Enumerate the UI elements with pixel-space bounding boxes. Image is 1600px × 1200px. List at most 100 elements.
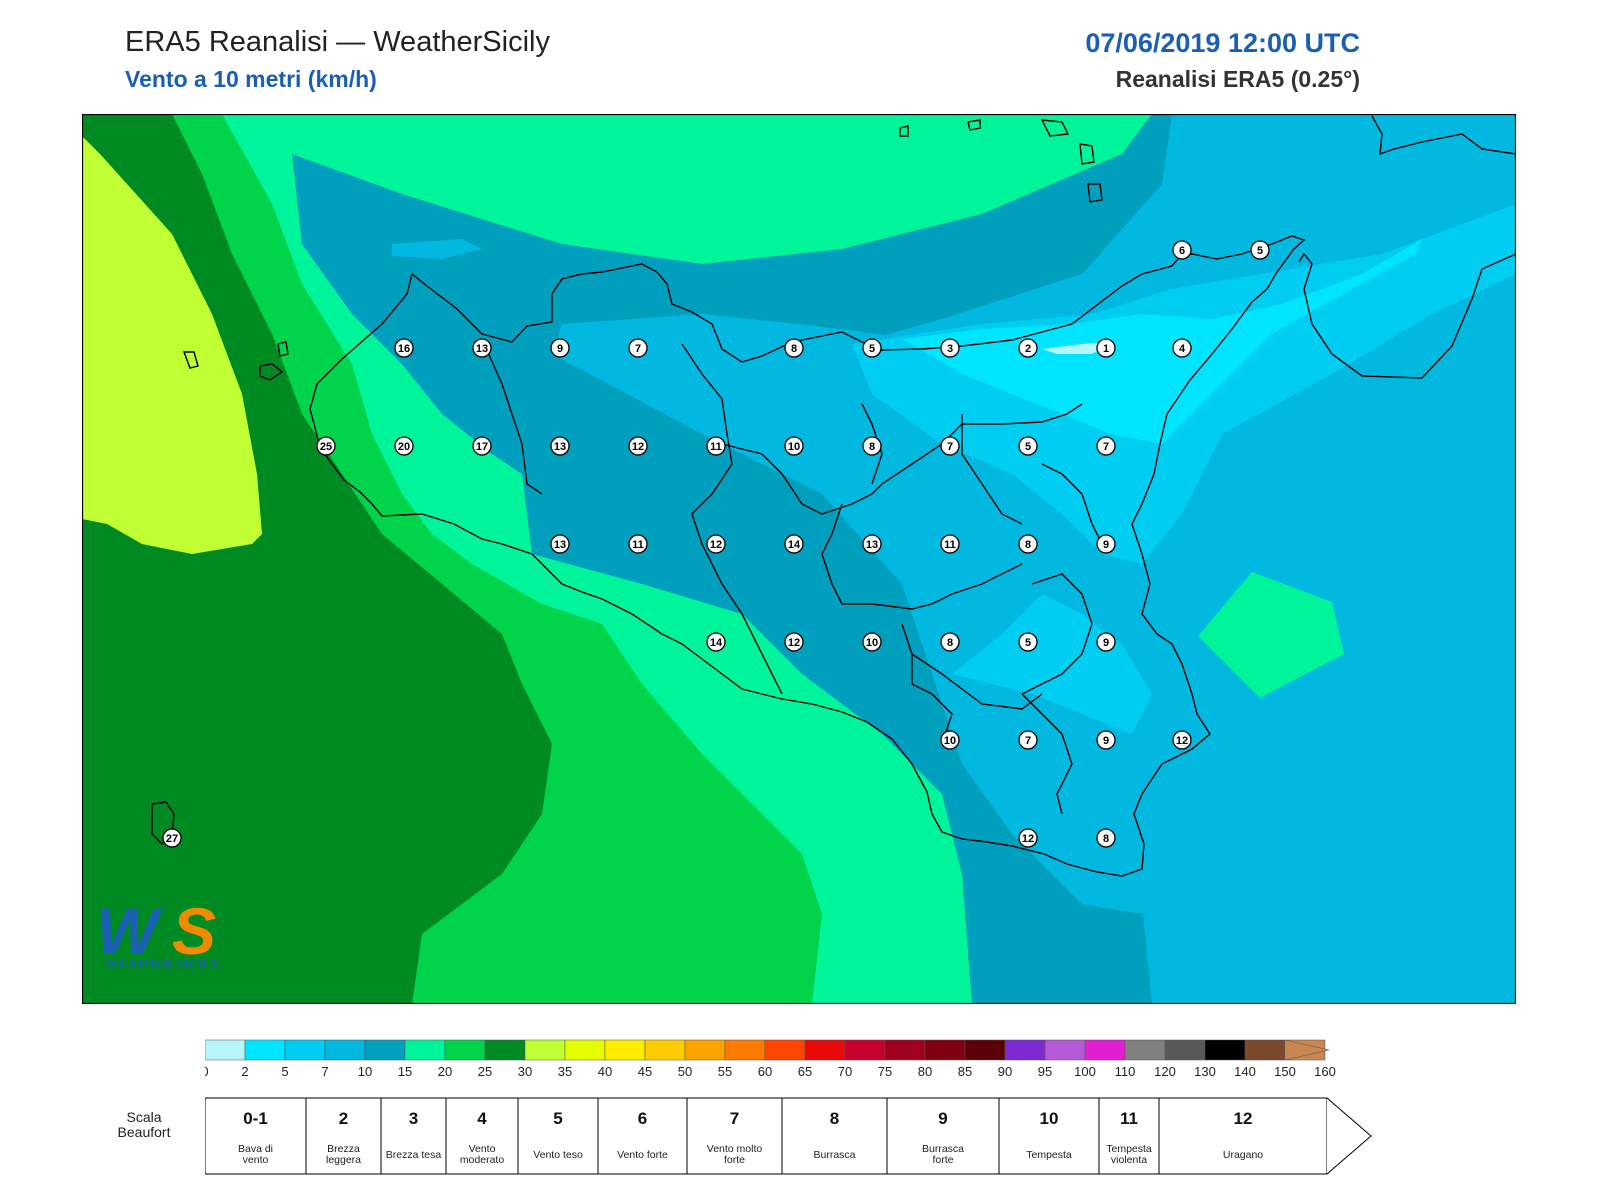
colorbar-swatch: [884, 1039, 926, 1061]
station-value: 20: [398, 441, 410, 453]
colorbar-swatch: [284, 1039, 326, 1061]
station-marker: 6: [1172, 240, 1192, 260]
station-value: 12: [632, 441, 644, 453]
wind-band-0-2: [1042, 342, 1112, 354]
station-value: 13: [476, 343, 488, 355]
station-marker: 7: [1018, 730, 1038, 750]
station-value: 13: [554, 441, 566, 453]
station-marker-circle: [940, 534, 960, 554]
beaufort-number: 4: [477, 1109, 487, 1128]
colorbar-tick-label: 40: [598, 1064, 612, 1079]
station-value: 9: [557, 343, 563, 355]
beaufort-label: Tempesta: [1026, 1149, 1072, 1161]
station-marker-circle: [862, 632, 882, 652]
beaufort-number: 8: [830, 1109, 839, 1128]
station-marker: 9: [1096, 534, 1116, 554]
station-marker: 9: [1096, 632, 1116, 652]
colorbar-swatch: [724, 1039, 766, 1061]
station-marker: 9: [550, 338, 570, 358]
station-marker-circle: [628, 534, 648, 554]
beaufort-label: moderato: [460, 1154, 505, 1166]
station-marker-circle: [472, 436, 492, 456]
colorbar-tick-label: 10: [358, 1064, 372, 1079]
colorbar-swatch: [684, 1039, 726, 1061]
station-marker-circle: [1018, 338, 1038, 358]
colorbar-swatch: [1204, 1039, 1246, 1061]
colorbar-tick-label: 55: [718, 1064, 732, 1079]
beaufort-cell: 10 Tempesta: [998, 1097, 1100, 1175]
station-value: 4: [1179, 343, 1186, 355]
colorbar-swatch: [205, 1039, 246, 1061]
colorbar: [205, 1039, 1330, 1061]
colorbar-swatch: [764, 1039, 806, 1061]
beaufort-label: Burrasca: [922, 1143, 964, 1155]
wind-band-20-25: [102, 114, 822, 1004]
colorbar-tick-label: 110: [1115, 1064, 1136, 1079]
beaufort-box: [686, 1097, 783, 1175]
beaufort-number: 6: [638, 1109, 647, 1128]
station-marker-circle: [550, 436, 570, 456]
station-marker: 12: [1172, 730, 1192, 750]
beaufort-label: Vento teso: [533, 1149, 583, 1161]
station-value: 10: [866, 637, 878, 649]
station-value: 5: [869, 343, 875, 355]
station-value: 3: [947, 343, 953, 355]
colorbar-tick-label: 100: [1074, 1064, 1096, 1079]
beaufort-label: vento: [243, 1154, 269, 1166]
station-marker-circle: [1172, 730, 1192, 750]
station-value: 14: [788, 539, 801, 551]
station-marker: 11: [706, 436, 726, 456]
station-marker: 12: [1018, 828, 1038, 848]
station-marker-circle: [940, 632, 960, 652]
station-marker-circle: [1096, 828, 1116, 848]
station-marker: 13: [472, 338, 492, 358]
station-marker: 7: [628, 338, 648, 358]
wind-band-10-15-patch: [392, 239, 482, 259]
coastline: [151, 115, 1516, 877]
beaufort-label: forte: [932, 1154, 953, 1166]
colorbar-tick-label: 65: [798, 1064, 812, 1079]
station-value: 12: [1022, 833, 1034, 845]
station-value: 8: [869, 441, 875, 453]
station-marker-circle: [784, 338, 804, 358]
logo-text: WEATHER SICILY: [106, 956, 220, 971]
station-marker-circle: [706, 436, 726, 456]
beaufort-label: violenta: [1111, 1154, 1147, 1166]
station-marker: 13: [550, 436, 570, 456]
station-marker: 12: [706, 534, 726, 554]
station-value: 7: [1103, 441, 1109, 453]
beaufort-cell: 3 Brezza tesa: [380, 1097, 447, 1175]
colorbar-tick-label: 15: [398, 1064, 412, 1079]
station-marker-circle: [1172, 240, 1192, 260]
station-marker: 8: [784, 338, 804, 358]
station-marker: 13: [862, 534, 882, 554]
beaufort-arrow: [1326, 1097, 1372, 1175]
station-marker-circle: [394, 436, 414, 456]
colorbar-tick-label: 120: [1154, 1064, 1176, 1079]
station-marker: 20: [394, 436, 414, 456]
beaufort-number: 9: [938, 1109, 947, 1128]
station-marker-circle: [394, 338, 414, 358]
station-value: 17: [476, 441, 488, 453]
colorbar-tick-label: 160: [1314, 1064, 1336, 1079]
beaufort-cell: 8 Burrasca: [781, 1097, 888, 1175]
station-marker: 8: [1096, 828, 1116, 848]
station-value: 10: [944, 735, 956, 747]
station-marker: 11: [940, 534, 960, 554]
station-marker-circle: [472, 338, 492, 358]
colorbar-swatch: [484, 1039, 526, 1061]
station-marker: 5: [1018, 632, 1038, 652]
beaufort-label: Tempesta: [1106, 1143, 1152, 1155]
colorbar-swatch: [1244, 1039, 1286, 1061]
beaufort-cell: 5 Vento teso: [517, 1097, 599, 1175]
beaufort-number: 3: [409, 1109, 418, 1128]
colorbar-tick-label: 60: [758, 1064, 772, 1079]
colorbar-swatch: [1164, 1039, 1206, 1061]
colorbar-swatch: [404, 1039, 446, 1061]
station-marker-circle: [940, 338, 960, 358]
beaufort-number: 2: [339, 1109, 348, 1128]
